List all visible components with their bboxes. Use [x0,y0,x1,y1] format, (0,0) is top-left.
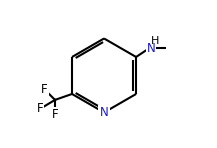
Text: F: F [41,83,48,96]
Text: H: H [151,36,159,46]
Text: N: N [146,42,155,55]
Text: N: N [100,106,108,119]
Text: F: F [52,108,58,121]
Text: F: F [37,102,44,115]
